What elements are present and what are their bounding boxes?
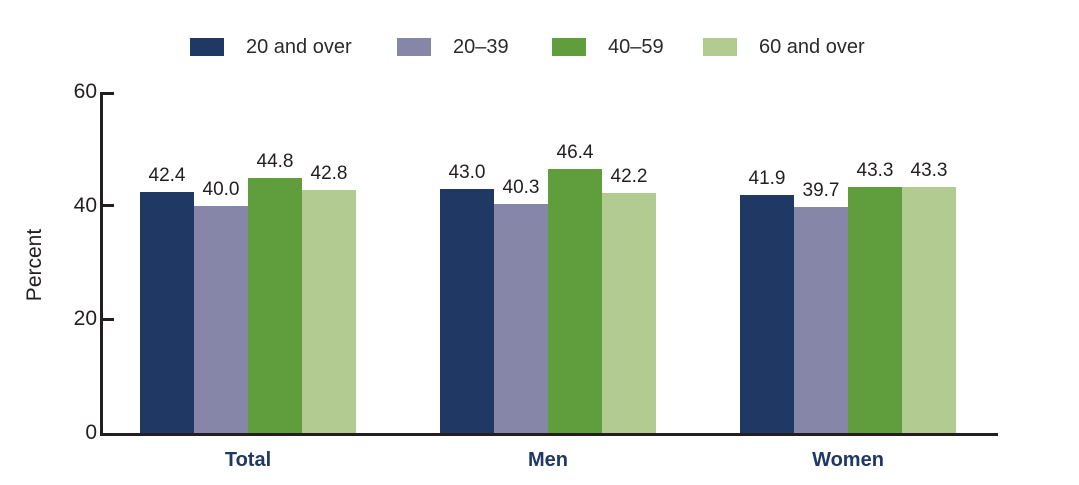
bar-group: 43.0 40.3 46.4 42.2 bbox=[440, 142, 656, 433]
legend-label: 40–59 bbox=[608, 36, 664, 58]
category-label: Women bbox=[812, 449, 884, 471]
legend-item: 60 and over bbox=[703, 37, 865, 57]
legend-swatch bbox=[552, 38, 586, 56]
legend-item: 20 and over bbox=[190, 37, 352, 57]
bar-value-label: 43.0 bbox=[448, 161, 486, 183]
bar-group: 41.9 39.7 43.3 43.3 bbox=[740, 160, 956, 433]
bar: 39.7 bbox=[794, 180, 848, 433]
bar-group: 42.4 40.0 44.8 42.8 bbox=[140, 151, 356, 433]
bar-value-label: 42.4 bbox=[148, 165, 186, 186]
bar: 44.8 bbox=[248, 151, 302, 433]
y-axis-tick bbox=[103, 92, 114, 95]
y-axis-tick-label: 60 bbox=[73, 80, 97, 103]
bar-value-label: 40.0 bbox=[202, 178, 240, 200]
bar-value-label: 39.7 bbox=[802, 180, 840, 202]
bar: 46.4 bbox=[548, 142, 602, 433]
bar: 42.2 bbox=[602, 166, 656, 433]
category-label: Total bbox=[224, 449, 272, 471]
legend-label: 20–39 bbox=[453, 36, 509, 58]
bar-value-label: 42.2 bbox=[610, 166, 648, 188]
bar: 40.3 bbox=[494, 177, 548, 433]
bar-value-label: 42.8 bbox=[310, 162, 348, 184]
legend-swatch bbox=[703, 38, 737, 56]
y-axis-tick-label: 0 bbox=[85, 421, 97, 444]
y-axis-title: Percent bbox=[23, 228, 46, 302]
plot-area: 42.4 40.0 44.8 42.8 43.0 40.3 46.4 42.2 41.9 39.7… bbox=[100, 92, 998, 436]
y-axis-tick-label: 40 bbox=[73, 193, 97, 217]
y-axis-tick-label: 20 bbox=[73, 307, 97, 331]
bar-value-label: 44.8 bbox=[256, 151, 294, 173]
bar: 42.4 bbox=[140, 165, 194, 433]
bar: 43.3 bbox=[902, 160, 956, 433]
legend-swatch bbox=[190, 38, 224, 56]
legend-label: 20 and over bbox=[246, 36, 352, 58]
legend-item: 20–39 bbox=[397, 37, 509, 57]
bar: 42.8 bbox=[302, 163, 356, 433]
y-axis-tick bbox=[103, 317, 114, 321]
legend-swatch bbox=[397, 38, 431, 56]
bar: 43.0 bbox=[440, 162, 494, 433]
bar-value-label: 41.9 bbox=[748, 167, 786, 189]
bar-value-label: 40.3 bbox=[502, 177, 540, 198]
legend-label: 60 and over bbox=[759, 36, 865, 58]
bar-value-label: 46.4 bbox=[556, 142, 594, 164]
bar-value-label: 43.3 bbox=[910, 159, 948, 181]
category-label: Men bbox=[528, 449, 568, 471]
legend-item: 40–59 bbox=[552, 37, 664, 57]
bar: 43.3 bbox=[848, 160, 902, 433]
bar: 41.9 bbox=[740, 168, 794, 433]
y-axis-tick bbox=[103, 204, 114, 208]
bar-value-label: 43.3 bbox=[856, 159, 894, 181]
bar: 40.0 bbox=[194, 179, 248, 433]
